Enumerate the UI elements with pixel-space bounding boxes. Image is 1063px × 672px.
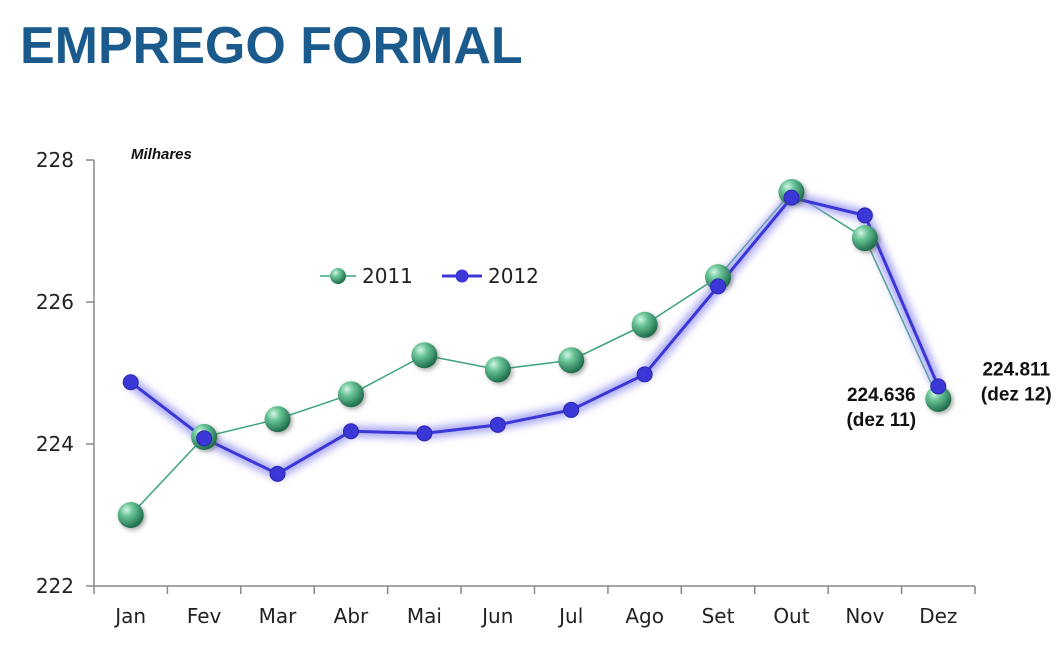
series-2011-point xyxy=(851,225,878,252)
x-tick-label: Abr xyxy=(334,604,369,628)
series-2011-point xyxy=(264,406,291,433)
series-2012-point xyxy=(930,378,947,395)
series-2012-point xyxy=(636,366,653,383)
x-tick-label: Jun xyxy=(480,604,513,628)
series-2012-point xyxy=(489,416,506,433)
series-2012-point xyxy=(342,423,359,440)
y-unit-label: Milhares xyxy=(131,146,192,163)
legend-2011-marker xyxy=(330,268,346,284)
series-2012-point xyxy=(416,425,433,442)
series-2012-point xyxy=(856,207,873,224)
series-2012-line xyxy=(129,196,940,476)
x-tick-label: Mar xyxy=(259,604,298,628)
chart-title: EMPREGO FORMAL xyxy=(20,17,523,75)
legend-2012-marker xyxy=(455,269,469,283)
series-2011-point xyxy=(925,385,952,412)
legend-2011-label: 2011 xyxy=(362,264,413,288)
series-2011-point xyxy=(411,342,438,369)
x-tick-label: Set xyxy=(702,604,735,628)
series-2012-point xyxy=(122,374,139,391)
series-2012-point xyxy=(563,401,580,418)
series-2012-glow xyxy=(127,192,944,480)
y-tick-label: 226 xyxy=(36,290,74,314)
series-2011-point xyxy=(558,347,585,374)
x-axis: Jan Fev Mar Abr Mai Jun Jul Ago Set Out Nov Dez xyxy=(93,585,976,628)
series-2011-point xyxy=(337,381,364,408)
annotation-2012-text: 224.811 xyxy=(982,359,1050,380)
annotation-2012-text: (dez 12) xyxy=(981,384,1052,405)
x-tick-label: Jul xyxy=(557,604,583,628)
series-2011-point xyxy=(631,311,658,338)
x-tick-label: Fev xyxy=(187,604,222,628)
legend-2012-label: 2012 xyxy=(488,264,539,288)
y-tick-label: 224 xyxy=(36,432,74,456)
x-tick-label: Jan xyxy=(113,604,146,628)
series-2012-point xyxy=(783,189,800,206)
x-tick-label: Mai xyxy=(407,604,442,628)
annotation-2011-text: 224.636 xyxy=(847,385,916,406)
series-2011-point xyxy=(484,356,511,383)
series-2012-point xyxy=(269,465,286,482)
x-tick-label: Dez xyxy=(919,604,957,628)
legend: 2011 2012 xyxy=(320,264,539,288)
series-2012-point xyxy=(710,278,727,295)
y-tick-label: 228 xyxy=(36,148,74,172)
x-tick-label: Out xyxy=(773,604,809,628)
x-tick-label: Ago xyxy=(625,604,664,628)
y-tick-label: 222 xyxy=(36,574,74,598)
annotation-2011-text: (dez 11) xyxy=(846,410,916,431)
x-tick-label: Nov xyxy=(845,604,884,628)
y-axis: 222 224 226 228 xyxy=(36,148,95,598)
series-2011-point xyxy=(117,502,144,528)
series-2012-point xyxy=(196,430,213,447)
